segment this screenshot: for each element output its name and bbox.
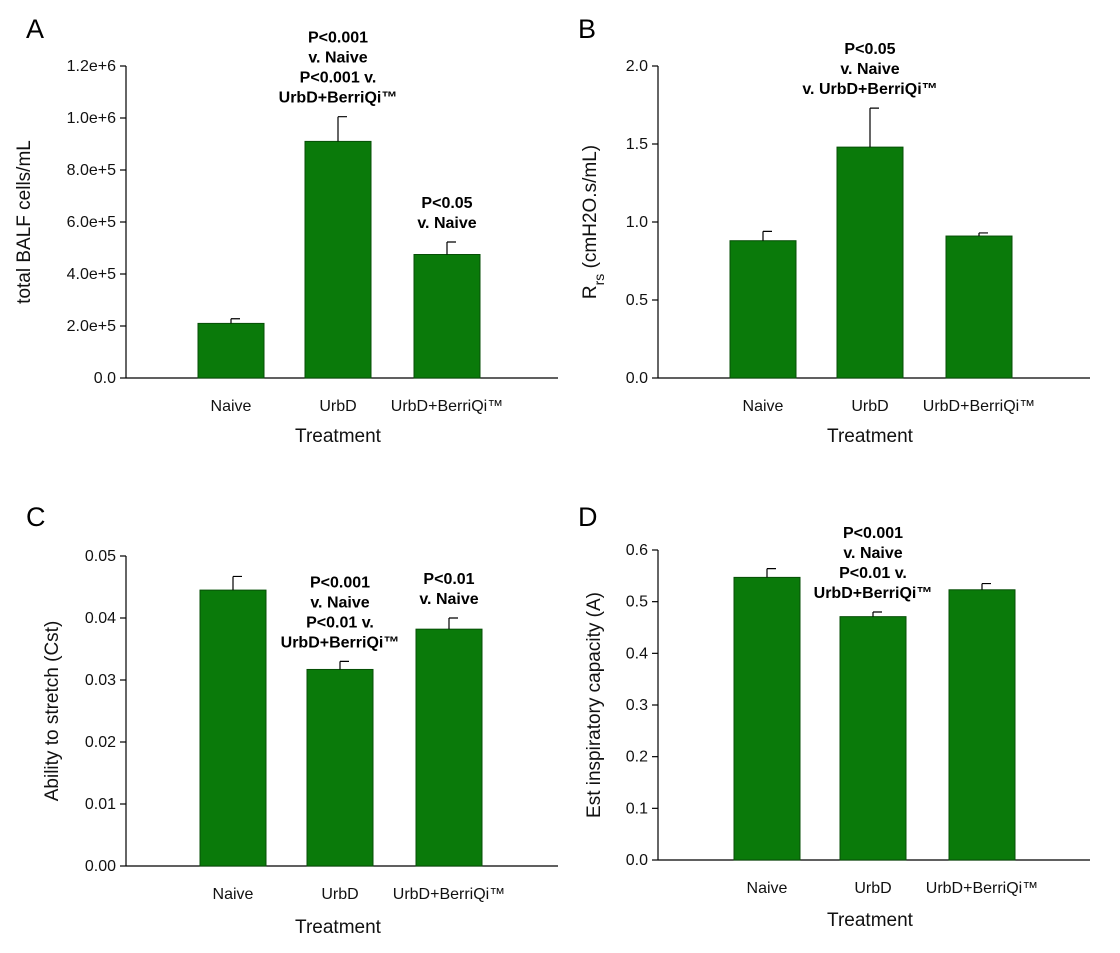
category-label: UrbD xyxy=(319,398,356,415)
y-tick-label: 0.4 xyxy=(626,645,648,662)
y-axis-title: Est inspiratory capacity (A) xyxy=(584,592,605,818)
category-label: Naive xyxy=(213,886,254,903)
y-tick-label: 0.04 xyxy=(85,610,116,627)
significance-annotation: P<0.001 v. xyxy=(300,70,377,87)
panel-c: C 0.00 0.01 0.02 0.03 0.04 0.05 Naive UrbD P<0.00… xyxy=(26,502,558,938)
significance-annotation: UrbD+BerriQi™ xyxy=(814,585,933,602)
y-tick-label: 0.1 xyxy=(626,800,648,817)
significance-annotation: P<0.001 xyxy=(310,574,370,591)
error-bar xyxy=(337,116,347,142)
category-label: UrbD xyxy=(854,880,891,897)
category-label: Naive xyxy=(211,398,252,415)
error-bar xyxy=(869,107,879,148)
significance-annotation: P<0.01 xyxy=(423,571,474,588)
significance-annotation: v. UrbD+BerriQi™ xyxy=(802,81,937,98)
y-axis-title: Ability to stretch (Cst) xyxy=(42,621,63,802)
bar xyxy=(415,628,483,867)
panel-d: D 0.0 0.1 0.2 0.3 0.4 0.5 0.6 Naive UrbD P<0.001 v.… xyxy=(578,502,1090,931)
panel-b: B 0.0 0.5 1.0 1.5 2.0 Naive UrbD P<0.05 v. Naive v… xyxy=(578,14,1090,447)
significance-annotation: P<0.01 v. xyxy=(306,614,374,631)
category-label: Naive xyxy=(743,398,784,415)
category-label: UrbD xyxy=(851,398,888,415)
y-tick-label: 0.2 xyxy=(626,749,648,766)
y-tick-label: 0.03 xyxy=(85,672,116,689)
bar xyxy=(948,589,1016,861)
y-tick-label: 0.01 xyxy=(85,796,116,813)
error-bar xyxy=(978,232,988,237)
y-tick-label: 1.0 xyxy=(626,214,648,231)
error-bar xyxy=(872,611,882,617)
significance-annotation: P<0.05 xyxy=(844,41,895,58)
panel-letter: C xyxy=(26,502,46,532)
y-tick-label: 0.0 xyxy=(94,370,116,387)
y-tick-label: 0.0 xyxy=(626,852,648,869)
y-tick-label: 1.5 xyxy=(626,136,648,153)
panel-letter: B xyxy=(578,14,596,44)
bar xyxy=(199,589,267,867)
y-tick-label: 2.0e+5 xyxy=(67,318,116,335)
significance-annotation: v. Naive xyxy=(419,591,478,608)
category-label: UrbD xyxy=(321,886,358,903)
panel-letter: A xyxy=(26,14,44,44)
y-tick-label: 4.0e+5 xyxy=(67,266,116,283)
y-axis-title: total BALF cells/mL xyxy=(14,140,35,304)
error-bar xyxy=(981,582,991,590)
significance-annotation: P<0.001 xyxy=(843,525,903,542)
bar xyxy=(945,235,1013,379)
significance-annotation: P<0.05 xyxy=(421,195,472,212)
bar xyxy=(197,322,265,379)
error-bar xyxy=(446,241,456,255)
significance-annotation: v. Naive xyxy=(310,594,369,611)
significance-annotation: v. Naive xyxy=(308,50,367,67)
y-tick-label: 2.0 xyxy=(626,58,648,75)
significance-annotation: UrbD+BerriQi™ xyxy=(281,634,400,651)
y-tick-label: 0.5 xyxy=(626,292,648,309)
bar xyxy=(413,254,481,379)
category-label: UrbD+BerriQi™ xyxy=(393,886,505,903)
y-axis-title: Rrs (cmH2O.s/mL) xyxy=(580,145,607,299)
y-tick-label: 0.3 xyxy=(626,697,648,714)
panel-a: A 0.0 2.0e+5 4.0e+5 6.0e+5 8.0e+5 1.0e+6 1.2e+6… xyxy=(14,14,558,447)
y-tick-label: 0.6 xyxy=(626,542,648,559)
error-bar xyxy=(448,617,458,630)
significance-annotation: P<0.01 v. xyxy=(839,565,907,582)
significance-annotation: v. Naive xyxy=(843,545,902,562)
y-tick-label: 0.02 xyxy=(85,734,116,751)
bar xyxy=(304,140,372,379)
category-label: Naive xyxy=(747,880,788,897)
x-axis-title: Treatment xyxy=(827,910,914,931)
y-tick-label: 1.0e+6 xyxy=(67,110,116,127)
error-bar xyxy=(232,575,242,591)
category-label: UrbD+BerriQi™ xyxy=(926,880,1038,897)
x-axis-title: Treatment xyxy=(295,426,382,447)
error-bar xyxy=(766,568,776,578)
significance-annotation: P<0.001 xyxy=(308,30,368,47)
bar xyxy=(836,146,904,379)
x-axis-title: Treatment xyxy=(827,426,914,447)
panel-letter: D xyxy=(578,502,598,532)
significance-annotation: v. Naive xyxy=(840,61,899,78)
y-tick-label: 0.5 xyxy=(626,594,648,611)
category-label: UrbD+BerriQi™ xyxy=(923,398,1035,415)
significance-annotation: v. Naive xyxy=(417,215,476,232)
error-bar xyxy=(339,660,349,670)
y-tick-label: 0.00 xyxy=(85,858,116,875)
category-label: UrbD+BerriQi™ xyxy=(391,398,503,415)
bar xyxy=(733,576,801,861)
y-tick-label: 8.0e+5 xyxy=(67,162,116,179)
y-tick-label: 1.2e+6 xyxy=(67,58,116,75)
bar xyxy=(839,616,907,861)
error-bar xyxy=(230,318,240,324)
y-tick-label: 0.05 xyxy=(85,548,116,565)
x-axis-title: Treatment xyxy=(295,917,382,938)
y-tick-label: 6.0e+5 xyxy=(67,214,116,231)
bar xyxy=(306,668,374,867)
y-tick-label: 0.0 xyxy=(626,370,648,387)
error-bar xyxy=(762,230,772,241)
significance-annotation: UrbD+BerriQi™ xyxy=(279,90,398,107)
bar xyxy=(729,240,797,379)
